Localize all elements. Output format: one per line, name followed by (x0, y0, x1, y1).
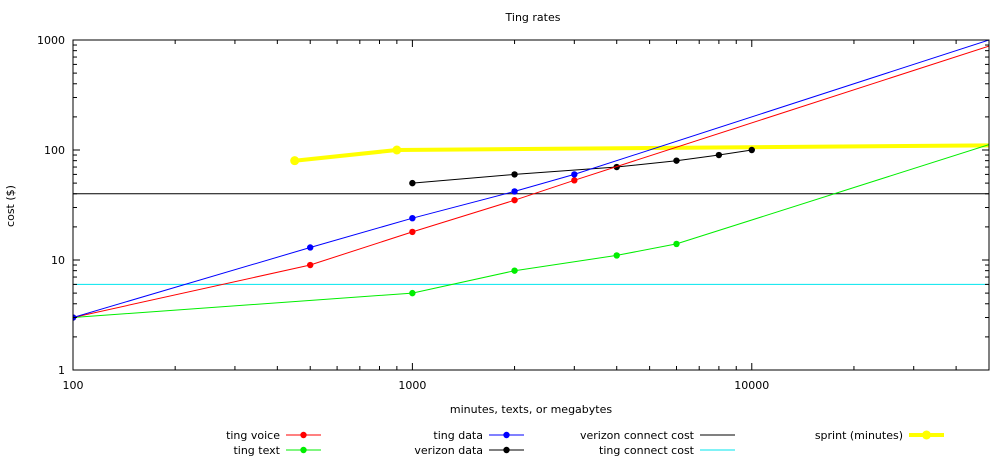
data-point (511, 171, 518, 178)
data-point (571, 171, 578, 178)
data-point (409, 179, 416, 187)
x-tick-label: 1000 (398, 379, 426, 392)
legend-item: verizon data (414, 444, 524, 457)
legend-swatch-marker (503, 446, 510, 454)
data-point (511, 267, 518, 274)
series-line (412, 149, 752, 184)
data-point (409, 289, 416, 297)
series-ting-voice (73, 45, 989, 321)
legend-label: ting voice (226, 429, 280, 442)
legend-swatch-marker (300, 446, 307, 454)
legend-item: ting data (433, 429, 524, 442)
legend-item: verizon connect cost (580, 429, 735, 442)
y-tick-label: 1 (58, 364, 65, 377)
y-tick-label: 100 (44, 144, 65, 157)
data-point (673, 157, 680, 164)
legend-item: ting connect cost (599, 444, 735, 457)
data-point (392, 145, 402, 155)
x-axis-label: minutes, texts, or megabytes (450, 403, 612, 416)
series-sprint-minutes- (290, 143, 989, 166)
series-line (73, 45, 989, 318)
data-point (673, 240, 680, 248)
legend-label: ting connect cost (599, 444, 695, 457)
data-point (409, 214, 416, 222)
x-tick-label: 10000 (734, 379, 769, 392)
legend-item: ting voice (226, 429, 321, 442)
legend-label: ting text (233, 444, 280, 457)
legend-item: sprint (minutes) (815, 429, 944, 442)
chart-title: Ting rates (505, 11, 561, 24)
legend-item: ting text (233, 444, 321, 457)
data-point (748, 146, 755, 154)
data-point (307, 261, 314, 269)
x-tick-label: 100 (63, 379, 84, 392)
series-line (73, 144, 989, 318)
data-point (511, 188, 518, 195)
legend-swatch-marker (922, 430, 931, 440)
legend: ting voice ting text ting data verizon data… (226, 429, 944, 457)
legend-swatch-marker (503, 431, 510, 439)
data-point (290, 156, 300, 166)
series-ting-data (73, 40, 989, 321)
data-point (715, 151, 723, 159)
y-tick-label: 1000 (37, 34, 65, 47)
data-point (613, 252, 620, 259)
data-point (571, 177, 578, 184)
axis-layer: 100 1000 10000 1 10 100 1000 (37, 34, 990, 392)
series-line (73, 40, 989, 318)
data-point (409, 228, 416, 236)
plot-frame (72, 39, 990, 371)
legend-label: sprint (minutes) (815, 429, 903, 442)
y-tick-label: 10 (51, 254, 65, 267)
data-point (307, 244, 314, 251)
legend-label: verizon connect cost (580, 429, 695, 442)
plot-layer (73, 40, 989, 321)
data-point (511, 196, 518, 204)
legend-swatch-marker (300, 431, 307, 439)
y-axis-label: cost ($) (4, 185, 17, 227)
series-verizon-data (409, 146, 755, 187)
series-ting-text (73, 144, 989, 321)
legend-label: ting data (433, 429, 483, 442)
legend-label: verizon data (414, 444, 483, 457)
